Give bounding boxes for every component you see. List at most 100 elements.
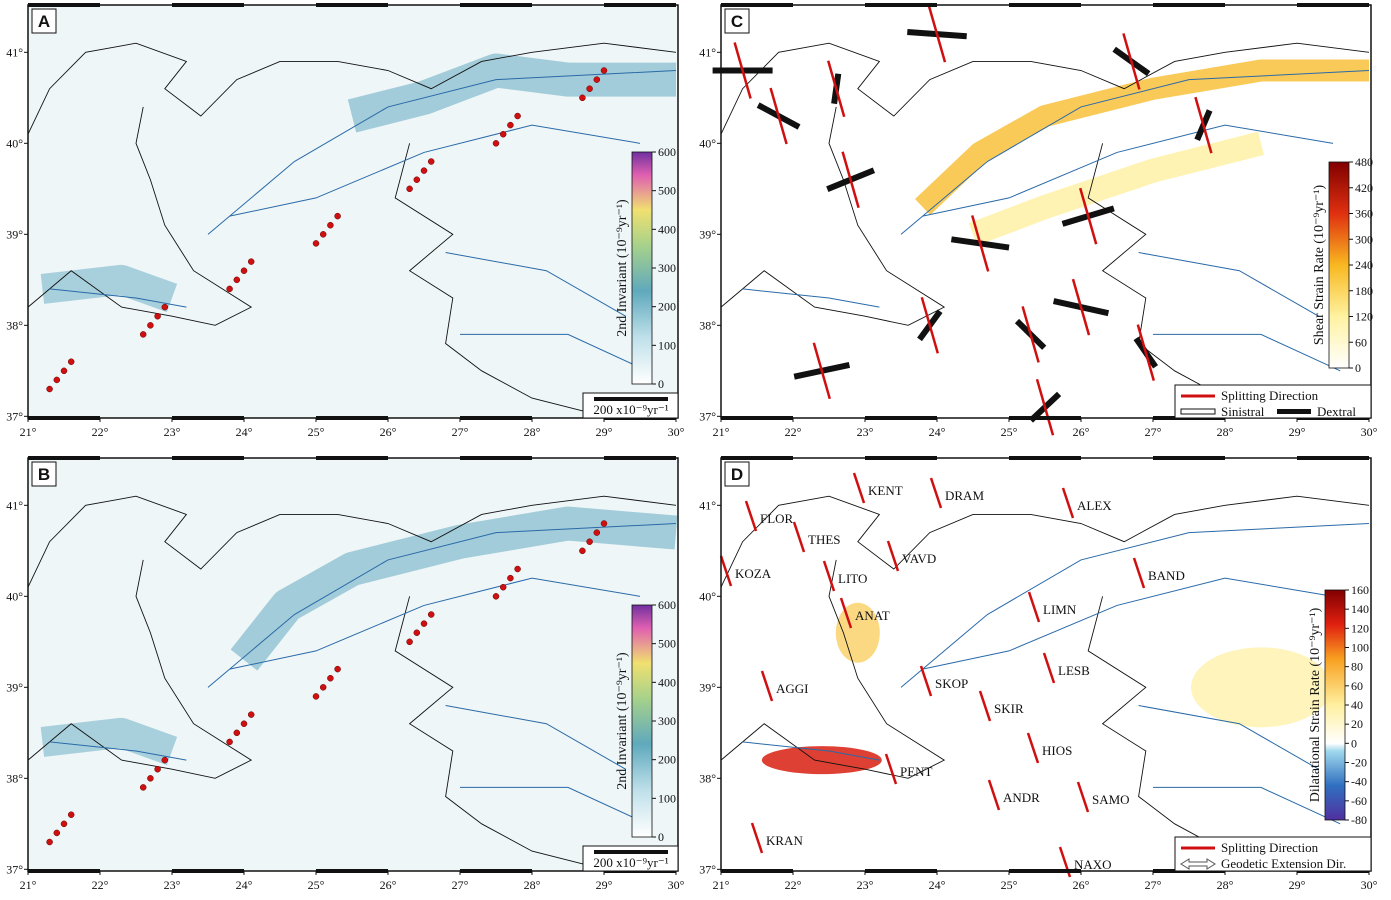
- colorbar-tick-label: 20: [1351, 717, 1363, 731]
- x-tick-label: 30°: [1361, 425, 1378, 439]
- x-tick-label: 27°: [452, 425, 469, 439]
- splitting-bar: [744, 500, 758, 532]
- fault-line: [207, 523, 677, 688]
- fault-line: [1138, 705, 1319, 770]
- epicenter: [247, 258, 255, 265]
- station-label: HIOS: [1042, 743, 1072, 758]
- fault-line: [900, 70, 1370, 235]
- fault-line: [49, 288, 187, 308]
- x-tick-label: 23°: [164, 425, 181, 439]
- colorbar-tick-label: -80: [1351, 813, 1367, 827]
- x-tick-label: 25°: [1001, 425, 1018, 439]
- x-tick-label: 25°: [1001, 878, 1018, 892]
- colorbar: [631, 604, 653, 838]
- epicenter: [600, 520, 608, 527]
- x-tick-label: 25°: [308, 878, 325, 892]
- y-tick-label: 40°: [6, 589, 23, 603]
- colorbar-title: 2nd Invariant (10⁻⁹yr⁻¹): [615, 199, 630, 337]
- panel-label: D: [731, 465, 743, 484]
- fault-line: [1153, 786, 1341, 825]
- epicenter: [586, 538, 593, 545]
- epicenter: [427, 158, 435, 165]
- epicenter: [334, 665, 341, 673]
- splitting-bar: [1027, 591, 1041, 623]
- fault-line: [460, 333, 648, 372]
- epicenter: [420, 620, 428, 627]
- fault-line: [742, 741, 880, 761]
- y-tick-label: 38°: [699, 771, 716, 785]
- epicenter: [60, 820, 68, 828]
- epicenter: [139, 784, 147, 791]
- station-label: LIMN: [1043, 602, 1077, 617]
- colorbar-tick-label: 180: [1355, 284, 1373, 298]
- splitting-bar: [929, 477, 943, 509]
- fault-line: [1138, 252, 1319, 317]
- splitting-bar: [841, 151, 860, 209]
- colorbar-tick-label: 200: [658, 300, 676, 314]
- y-tick-label: 38°: [6, 771, 23, 785]
- epicenter: [413, 629, 421, 636]
- fault-line: [1153, 333, 1341, 372]
- epicenter: [161, 303, 169, 311]
- colorbar-tick-label: 200: [658, 753, 676, 767]
- fault-line: [900, 523, 1370, 688]
- epicenter: [406, 638, 413, 646]
- epicenter: [499, 130, 507, 138]
- splitting-bar: [822, 560, 836, 592]
- epicenter: [492, 593, 500, 600]
- x-tick-label: 23°: [857, 878, 874, 892]
- epicenter: [334, 212, 341, 220]
- epicenter: [233, 276, 241, 284]
- x-tick-label: 27°: [1145, 425, 1162, 439]
- epicenter: [154, 765, 161, 773]
- epicenter: [46, 838, 53, 846]
- x-tick-label: 21°: [713, 878, 730, 892]
- colorbar-tick-label: 0: [658, 830, 664, 844]
- epicenter: [67, 811, 75, 818]
- epicenter: [499, 583, 507, 591]
- colorbar-tick-label: 160: [1351, 583, 1369, 597]
- epicenter: [579, 547, 586, 555]
- splitting-bar: [920, 296, 940, 354]
- epicenter: [147, 322, 154, 329]
- epicenter: [53, 829, 61, 837]
- epicenter: [226, 738, 233, 746]
- splitting-bar: [1076, 781, 1090, 813]
- splitting-bar: [769, 87, 788, 145]
- x-tick-label: 22°: [785, 425, 802, 439]
- x-tick-label: 28°: [1217, 425, 1234, 439]
- y-tick-label: 41°: [699, 498, 716, 512]
- y-tick-label: 40°: [6, 136, 23, 150]
- splitting-bar: [1078, 187, 1098, 245]
- x-tick-label: 24°: [929, 425, 946, 439]
- x-tick-label: 30°: [668, 878, 685, 892]
- epicenter: [514, 112, 521, 120]
- legend-swatch: [1180, 408, 1216, 415]
- epicenter: [579, 94, 586, 102]
- epicenter: [154, 312, 161, 320]
- legend-swatch: [1180, 858, 1216, 870]
- x-tick-label: 29°: [1289, 425, 1306, 439]
- x-tick-label: 29°: [596, 425, 613, 439]
- splitting-bar: [792, 521, 806, 553]
- splitting-bar: [884, 753, 898, 785]
- fault-line: [922, 577, 1334, 670]
- epicenter: [327, 221, 334, 229]
- colorbar-tick-label: 400: [658, 675, 676, 689]
- splitting-bar: [978, 690, 992, 722]
- epicenter: [226, 285, 233, 293]
- panel-label: C: [731, 12, 743, 31]
- epicenter: [147, 775, 154, 782]
- station-label: SAMO: [1092, 792, 1130, 807]
- strain-blob: [1191, 647, 1331, 728]
- panel-label-box: [724, 461, 750, 487]
- colorbar-tick-label: -40: [1351, 775, 1367, 789]
- station-label: FLOR: [760, 511, 794, 526]
- splitting-bar: [826, 60, 846, 118]
- x-tick-label: 23°: [164, 878, 181, 892]
- colorbar-title: 2nd Invariant (10⁻⁹yr⁻¹): [615, 652, 630, 790]
- epicenter: [240, 720, 248, 727]
- colorbar-tick-label: 240: [1355, 258, 1373, 272]
- panel-label: B: [38, 465, 50, 484]
- map-panel: 21° 22° 23° 24° 25° 26° 27° 28° 29° 30° 37° 38° 39° 4…: [699, 3, 1378, 439]
